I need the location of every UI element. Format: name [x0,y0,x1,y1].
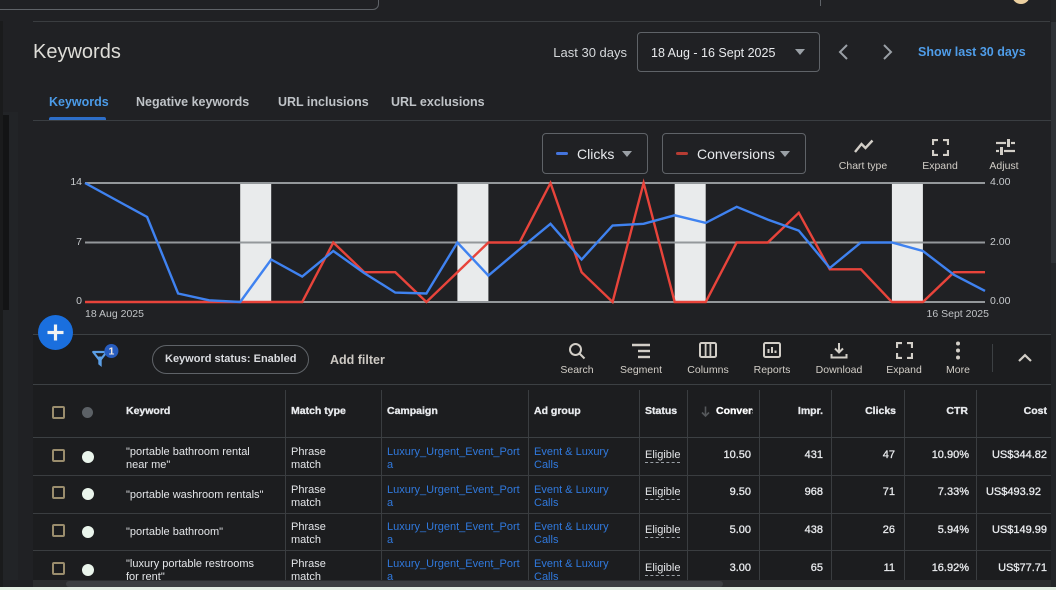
svg-text:1: 1 [108,346,114,358]
